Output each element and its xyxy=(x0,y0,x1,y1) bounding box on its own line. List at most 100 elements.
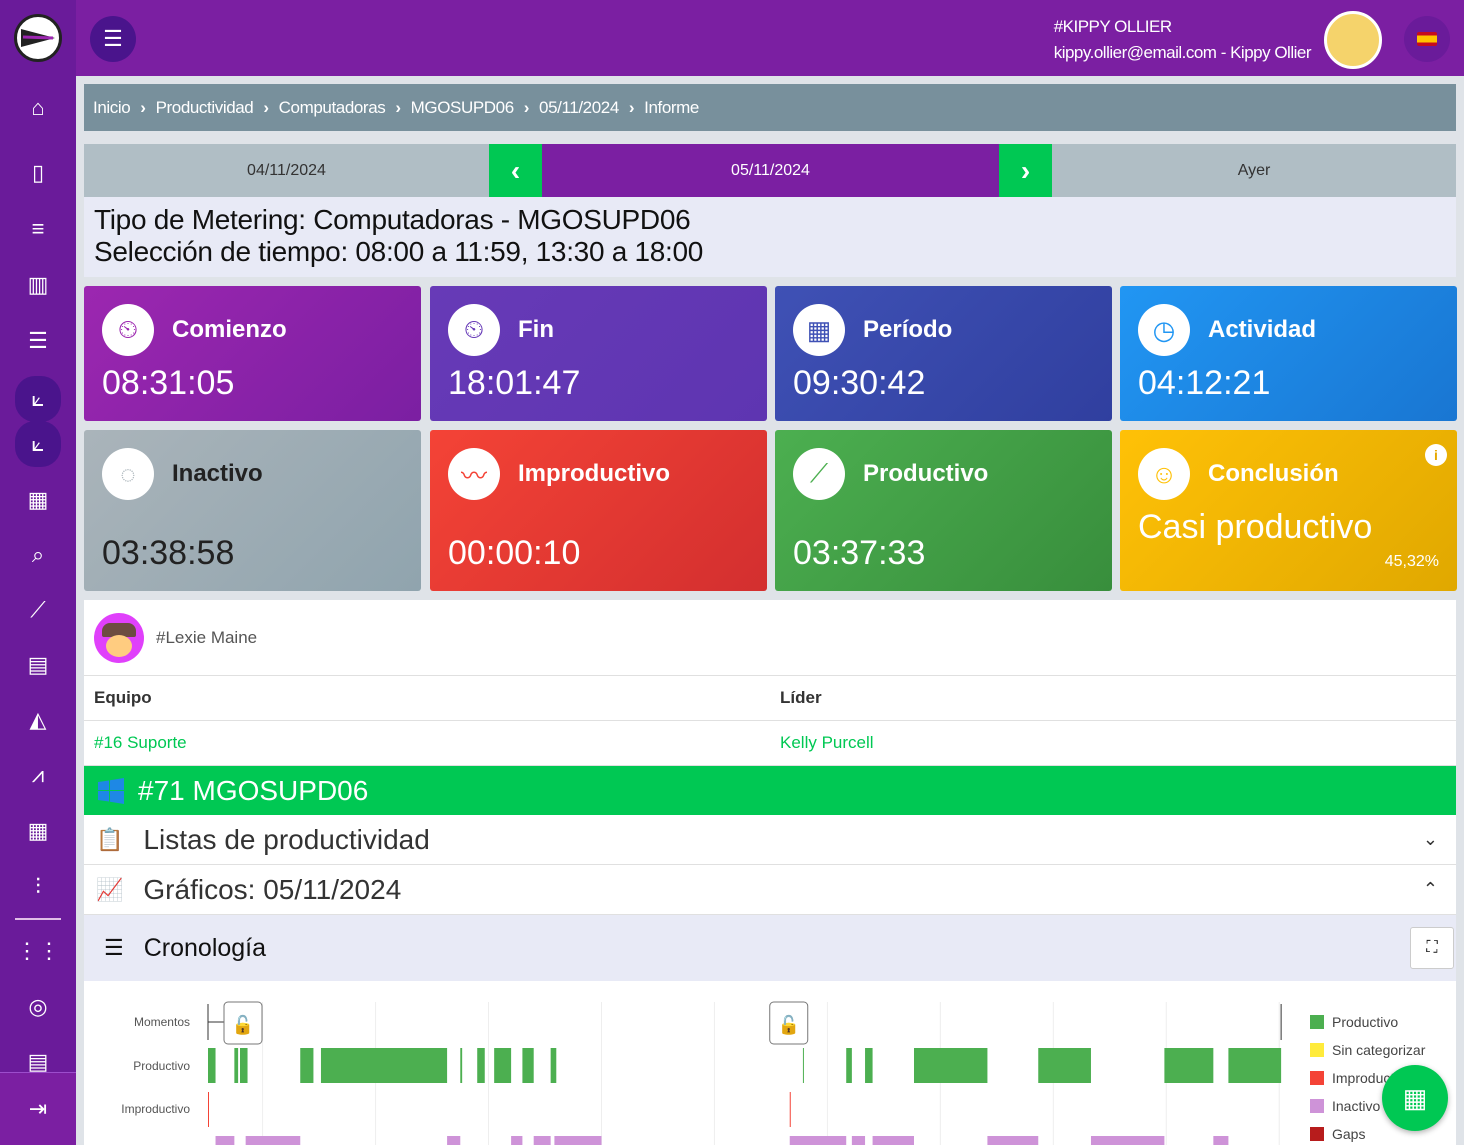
lock-button[interactable] xyxy=(223,1001,263,1045)
sidebar-item-8[interactable]: ⌕ xyxy=(18,535,58,575)
chevron-right-icon: › xyxy=(1020,154,1031,186)
team-header: Equipo xyxy=(94,688,152,707)
lock-button[interactable] xyxy=(769,1001,809,1045)
search-report-icon: ⌕ xyxy=(31,542,45,567)
area-chart-icon: ◭ xyxy=(29,707,47,732)
idle-segment xyxy=(447,1136,461,1145)
next-date-button[interactable]: › xyxy=(999,144,1052,197)
legend-swatch xyxy=(1310,1127,1324,1141)
productive-segment xyxy=(477,1048,485,1083)
productive-segment xyxy=(522,1048,534,1083)
sidebar-item-7[interactable]: ▦ xyxy=(18,480,58,520)
hamburger-icon: ☰ xyxy=(103,26,123,51)
breadcrumb-item[interactable]: 05/11/2024 xyxy=(539,97,619,117)
sidebar-item-6[interactable]: ⟀ xyxy=(15,421,61,467)
user-email: kippy.ollier@email.com - Kippy Ollier xyxy=(1053,43,1312,62)
productive-segment xyxy=(234,1048,239,1083)
sidebar-item-5[interactable]: ⟀ xyxy=(15,376,61,422)
metering-type: Tipo de Metering: Computadoras - MGOSUPD… xyxy=(94,204,691,235)
bar-chart-icon: ▦ xyxy=(27,487,49,512)
card-value: 09:30:42 xyxy=(793,364,926,402)
productive-segment xyxy=(913,1048,988,1083)
breadcrumb-item[interactable]: Computadoras xyxy=(278,97,386,117)
legend-label: Inactivo xyxy=(1332,1098,1380,1114)
stat-card-7: ☺ Conclusión Casi productivo 45,32% i xyxy=(1120,430,1457,591)
sidebar-item-12[interactable]: ⩘ xyxy=(18,755,58,795)
menu-button[interactable]: ☰ xyxy=(90,16,136,62)
legend-label: Sin categorizar xyxy=(1332,1042,1426,1058)
sidebar-item-16[interactable]: ◎ xyxy=(18,987,58,1027)
idle-segment xyxy=(511,1136,523,1145)
idle-segment xyxy=(1090,1136,1165,1145)
sidebar-item-13[interactable]: ▦ xyxy=(18,811,58,851)
date-navigator: 04/11/2024 ‹ 05/11/2024 › Ayer xyxy=(84,144,1456,197)
leader-link[interactable]: Kelly Purcell xyxy=(780,733,874,752)
chevron-up-icon: ⌃ xyxy=(1422,879,1438,899)
team-link[interactable]: #16 Suporte xyxy=(94,733,187,752)
sidebar-item-2[interactable]: ≡ xyxy=(18,209,58,249)
sidebar-item-15[interactable]: ⋮⋮ xyxy=(16,931,60,971)
sidebar-item-1[interactable]: ▯ xyxy=(18,153,58,193)
unlock-icon: 🔓 xyxy=(778,1014,800,1035)
sidebar-item-0[interactable]: ⌂ xyxy=(18,88,58,128)
unlock-icon: 🔓 xyxy=(232,1014,254,1035)
fullscreen-icon: ⛶ xyxy=(1426,939,1438,956)
breadcrumb-item[interactable]: MGOSUPD06 xyxy=(410,97,515,117)
productive-icon: ⟋ xyxy=(793,448,845,500)
card-title: Actividad xyxy=(1208,316,1317,343)
user-info[interactable]: #KIPPY OLLIER kippy.ollier@email.com - K… xyxy=(1053,14,1312,66)
productivity-lists-accordion[interactable]: 📋 Listas de productividad ⌄ xyxy=(84,815,1456,865)
add-chart-button[interactable]: ▦ xyxy=(1382,1065,1448,1131)
sidebar-item-17[interactable]: ▤ xyxy=(18,1042,58,1082)
card-title: Improductivo xyxy=(518,460,671,487)
productivity-lists-title: Listas de productividad xyxy=(143,823,430,855)
sidebar-item-14[interactable]: ⫶ xyxy=(18,867,58,907)
stat-card-6: ⟋ Productivo 03:37:33 xyxy=(775,430,1112,591)
productive-segment xyxy=(208,1048,216,1083)
chevron-down-icon: ⌄ xyxy=(1422,829,1438,849)
breadcrumb-item[interactable]: Inicio xyxy=(93,97,131,117)
prev-date-button[interactable]: ‹ xyxy=(489,144,542,197)
prev-date[interactable]: 04/11/2024 xyxy=(84,144,489,197)
line-chart-icon: ⩘ xyxy=(31,762,45,787)
chevron-right-icon: › xyxy=(523,97,530,117)
productive-segment xyxy=(1038,1048,1091,1083)
legend-swatch xyxy=(1310,1015,1324,1029)
next-date[interactable]: Ayer xyxy=(1052,144,1456,197)
sidebar: ⌂ ▯ ≡ ▥ ☰ ⟀ ⟀ ▦ ⌕ ⟋ ▤ ◭ ⩘ ▦ ⫶ ⋮⋮ ◎ ▤ ⇥ xyxy=(0,0,76,1145)
breadcrumb-item[interactable]: Productividad xyxy=(155,97,254,117)
leader-header: Líder xyxy=(780,688,822,707)
sidebar-item-4[interactable]: ☰ xyxy=(18,321,58,361)
spain-flag-icon xyxy=(1417,32,1437,46)
productive-segment xyxy=(846,1048,852,1083)
timeline-header: ☰ Cronología ⛶ xyxy=(84,915,1456,981)
info-icon[interactable]: i xyxy=(1425,444,1447,466)
language-button[interactable] xyxy=(1404,16,1450,62)
fullscreen-button[interactable]: ⛶ xyxy=(1410,927,1454,969)
breadcrumb-item: Informe xyxy=(644,97,699,117)
logout-button[interactable]: ⇥ xyxy=(0,1072,76,1145)
clipboard-list-icon: 📋 xyxy=(96,826,124,852)
charts-accordion[interactable]: 📈 Gráficos: 05/11/2024 ⌃ xyxy=(84,865,1456,915)
idle-icon: ◌ xyxy=(102,448,154,500)
sidebar-item-3[interactable]: ▥ xyxy=(18,265,58,305)
sidebar-item-9[interactable]: ⟋ xyxy=(18,590,58,630)
stat-card-3: ◷ Actividad 04:12:21 xyxy=(1120,286,1457,421)
idle-segment xyxy=(872,1136,914,1145)
productive-segment xyxy=(865,1048,873,1083)
app-logo[interactable] xyxy=(14,14,62,62)
card-value: 18:01:47 xyxy=(448,364,581,402)
user-avatar[interactable] xyxy=(1324,11,1382,69)
add-chart-icon: ▦ xyxy=(1402,1082,1428,1113)
time-selection: Selección de tiempo: 08:00 a 11:59, 13:3… xyxy=(94,236,704,267)
chart-line-icon: ⟀ xyxy=(31,386,45,411)
map-icon: ▥ xyxy=(27,272,49,297)
card-value: 04:12:21 xyxy=(1138,364,1271,402)
timeline-title: Cronología xyxy=(143,933,267,962)
sidebar-item-10[interactable]: ▤ xyxy=(18,645,58,685)
person-name: #Lexie Maine xyxy=(156,627,258,647)
stat-card-5: 〰 Improductivo 00:00:10 xyxy=(430,430,767,591)
sidebar-item-11[interactable]: ◭ xyxy=(18,700,58,740)
idle-segment xyxy=(533,1136,551,1145)
stat-card-1: ⏲ Fin 18:01:47 xyxy=(430,286,767,421)
